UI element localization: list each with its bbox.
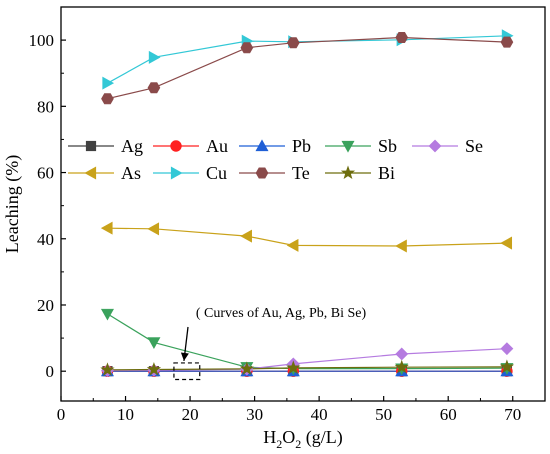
series-lines xyxy=(107,35,507,372)
series-line-cu xyxy=(107,35,507,84)
point-as xyxy=(395,239,407,253)
legend-label-cu: Cu xyxy=(206,163,227,183)
annotation-text: ( Curves of Au, Ag, Pb, Bi Se) xyxy=(196,306,367,321)
point-bi xyxy=(100,362,115,376)
legend-item-au: Au xyxy=(153,136,228,156)
legend-item-pb: Pb xyxy=(239,136,311,156)
y-tick-label: 100 xyxy=(29,31,55,50)
legend-item-bi: Bi xyxy=(325,163,395,183)
y-tick-label: 60 xyxy=(37,164,54,183)
legend-marker-sb xyxy=(341,140,355,153)
point-bi xyxy=(499,359,515,373)
legend-marker-pb xyxy=(255,139,269,152)
point-se xyxy=(395,347,409,361)
point-bi xyxy=(394,359,409,374)
legend-label-sb: Sb xyxy=(378,136,397,156)
annotation-arrow-head xyxy=(180,352,189,361)
point-as xyxy=(500,236,513,250)
legend-item-ag: Ag xyxy=(68,136,143,156)
y-tick-label: 20 xyxy=(37,296,54,315)
x-tick-label: 20 xyxy=(182,405,199,424)
point-bi xyxy=(286,360,301,374)
x-tick-label: 70 xyxy=(504,405,521,424)
legend-label-bi: Bi xyxy=(378,163,395,183)
series-markers xyxy=(100,29,515,377)
series-line-te xyxy=(107,36,507,100)
x-tick-label: 0 xyxy=(57,405,66,424)
x-tick-label: 40 xyxy=(311,405,328,424)
point-se xyxy=(500,342,514,356)
legend-marker-cu xyxy=(170,166,183,180)
series-line-se xyxy=(107,348,507,372)
point-bi xyxy=(146,362,162,376)
legend-label-au: Au xyxy=(206,136,228,156)
series-line-sb xyxy=(107,313,507,370)
point-as xyxy=(100,221,113,235)
x-axis-ticks: 0 10 20 30 40 50 60 70 xyxy=(57,396,521,424)
y-axis-ticks: 0 20 40 60 80 100 xyxy=(29,31,66,381)
series-line-as xyxy=(107,227,507,247)
point-te xyxy=(395,31,409,43)
point-as xyxy=(286,238,299,252)
legend: Ag Au Pb Sb Se As Cu Te Bi xyxy=(68,136,483,183)
legend-marker-as xyxy=(84,166,97,180)
y-axis-label: Leaching (%) xyxy=(2,155,23,253)
point-te xyxy=(147,82,161,94)
point-te xyxy=(286,37,300,49)
x-tick-label: 50 xyxy=(375,405,392,424)
point-as xyxy=(147,222,160,236)
point-te xyxy=(240,42,254,54)
x-tick-label: 10 xyxy=(117,405,134,424)
legend-item-cu: Cu xyxy=(153,163,227,183)
legend-marker-ag xyxy=(85,140,97,152)
x-axis-label: H2O2 (g/L) xyxy=(263,427,342,451)
point-sb xyxy=(100,308,114,321)
point-sb xyxy=(147,337,161,350)
legend-marker-se xyxy=(428,139,442,153)
point-cu xyxy=(148,50,161,64)
x-tick-label: 60 xyxy=(440,405,457,424)
legend-label-te: Te xyxy=(292,163,310,183)
legend-marker-au xyxy=(170,140,182,152)
series-line-bi xyxy=(107,366,507,371)
annotation: ( Curves of Au, Ag, Pb, Bi Se) xyxy=(173,306,367,381)
point-as xyxy=(240,229,252,243)
legend-label-ag: Ag xyxy=(121,136,143,156)
plot-frame xyxy=(60,6,546,402)
x-tick-label: 30 xyxy=(246,405,263,424)
legend-label-se: Se xyxy=(465,136,483,156)
point-cu xyxy=(102,76,115,90)
legend-label-as: As xyxy=(121,163,141,183)
legend-item-se: Se xyxy=(412,136,483,156)
legend-item-te: Te xyxy=(239,163,310,183)
point-bi xyxy=(239,361,254,375)
legend-item-sb: Sb xyxy=(325,136,397,156)
y-tick-label: 80 xyxy=(37,97,54,116)
legend-marker-bi xyxy=(340,165,356,180)
y-tick-label: 0 xyxy=(46,362,55,381)
point-te xyxy=(500,36,514,48)
y-tick-label: 40 xyxy=(37,230,54,249)
point-te xyxy=(101,93,114,105)
legend-item-as: As xyxy=(68,163,141,183)
legend-marker-te xyxy=(255,167,269,179)
legend-label-pb: Pb xyxy=(292,136,311,156)
